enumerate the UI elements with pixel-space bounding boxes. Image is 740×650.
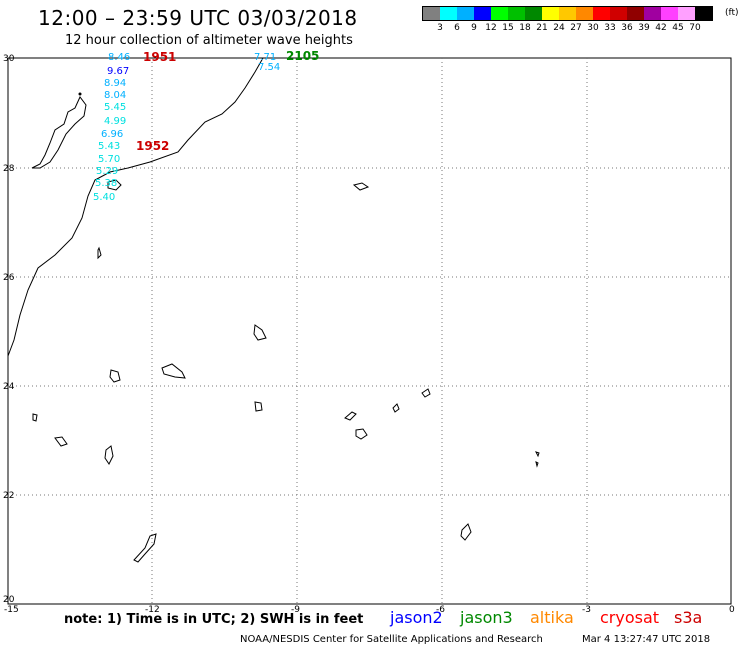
legend-color-scale — [422, 6, 713, 21]
lat-label: 22 — [3, 491, 14, 501]
wave-height-reading: 5.43 — [98, 141, 120, 152]
footer-generated: Mar 4 13:27:47 UTC 2018 — [582, 634, 711, 645]
chart-title: 12:00 – 23:59 UTC 03/03/2018 — [38, 6, 358, 30]
legend-swatch — [525, 7, 542, 20]
satellite-jason2: jason2 — [390, 608, 443, 627]
island-feature — [161, 363, 186, 379]
wave-height-reading: 8.94 — [104, 78, 126, 89]
legend-swatch — [457, 7, 474, 20]
legend-label: 18 — [519, 23, 531, 33]
legend-swatch — [440, 7, 457, 20]
legend-swatch — [491, 7, 508, 20]
wave-height-reading: 8.04 — [104, 90, 126, 101]
legend-label: 15 — [502, 23, 514, 33]
island-feature — [421, 388, 431, 398]
wave-height-reading: 4.99 — [104, 116, 126, 127]
wave-height-reading: 9.67 — [107, 66, 129, 77]
island-feature — [392, 403, 400, 413]
wave-height-reading: 7.54 — [258, 62, 280, 73]
wave-height-reading: 6.96 — [101, 129, 123, 140]
island-feature — [32, 413, 38, 422]
legend-label: 24 — [553, 23, 565, 33]
island-feature — [355, 428, 368, 440]
footer-note: note: 1) Time is in UTC; 2) SWH is in fe… — [64, 612, 364, 627]
satellite-altika: altika — [530, 608, 574, 627]
lon-label: 0 — [729, 605, 735, 615]
island-feature — [133, 533, 157, 563]
island-feature — [254, 401, 263, 412]
legend-swatch — [508, 7, 525, 20]
map-frame — [7, 57, 732, 605]
wave-height-reading: 5.40 — [93, 192, 115, 203]
island-feature — [344, 411, 357, 421]
lon-label: -15 — [4, 605, 19, 615]
legend-label: 9 — [471, 23, 477, 33]
island-gran-canaria — [107, 179, 122, 191]
legend-label: 42 — [655, 23, 667, 33]
wave-height-reading: 5.29 — [96, 166, 118, 177]
legend-label: 36 — [621, 23, 633, 33]
legend-unit: (ft) — [725, 8, 739, 18]
legend-label: 3 — [437, 23, 443, 33]
african-coastline — [7, 57, 264, 357]
island-feature — [535, 461, 539, 468]
lon-label: -6 — [436, 605, 445, 615]
island-feature — [460, 523, 472, 541]
lat-label: 30 — [3, 54, 15, 64]
wave-height-reading: 5.38 — [95, 178, 117, 189]
legend-swatch — [423, 7, 440, 20]
lon-label: -12 — [145, 605, 160, 615]
satellite-cryosat: cryosat — [600, 608, 660, 627]
legend-swatch — [695, 7, 712, 20]
lat-label: 24 — [3, 382, 15, 392]
legend-labels: 3 6 9 12 15 18 21 24 27 30 33 36 39 42 45 70 — [422, 21, 713, 33]
wave-height-reading: 8.46 — [108, 52, 130, 63]
legend-label: 70 — [689, 23, 701, 33]
island-lanzarote-fuerteventura — [31, 96, 87, 169]
island-feature — [54, 436, 68, 447]
island-feature — [109, 369, 121, 383]
legend-swatch — [542, 7, 559, 20]
legend-swatch — [678, 7, 695, 20]
island-feature — [535, 451, 540, 458]
island-feature — [104, 445, 114, 465]
legend-swatch — [627, 7, 644, 20]
legend-swatch — [559, 7, 576, 20]
chart-subtitle: 12 hour collection of altimeter wave hei… — [65, 33, 353, 48]
legend-label: 6 — [454, 23, 460, 33]
legend-label: 12 — [485, 23, 497, 33]
legend-swatch — [610, 7, 627, 20]
wave-height-reading: 7.71 — [254, 52, 276, 63]
legend-swatch — [576, 7, 593, 20]
legend-label: 39 — [638, 23, 650, 33]
island-feature — [352, 182, 370, 191]
wave-height-reading: 5.70 — [98, 154, 120, 165]
footer-credit: NOAA/NESDIS Center for Satellite Applica… — [240, 634, 543, 645]
wave-height-legend: 3 6 9 12 15 18 21 24 27 30 33 36 39 42 45 70 (ft) — [422, 6, 739, 33]
legend-swatch — [644, 7, 661, 20]
pass-time-label: 2105 — [286, 49, 319, 63]
pass-time-label: 1952 — [136, 139, 169, 153]
island-feature — [253, 324, 267, 341]
satellite-s3a: s3a — [674, 608, 703, 627]
lon-label: -3 — [582, 605, 591, 615]
legend-swatch — [661, 7, 678, 20]
legend-label: 45 — [672, 23, 684, 33]
lat-label: 26 — [3, 273, 15, 283]
pass-time-label: 1951 — [143, 50, 176, 64]
legend-label: 21 — [536, 23, 548, 33]
lat-label: 20 — [3, 595, 15, 605]
legend-label: 30 — [587, 23, 599, 33]
island-dot — [78, 92, 82, 96]
island-small — [97, 246, 102, 260]
satellite-jason3: jason3 — [460, 608, 513, 627]
legend-label: 33 — [604, 23, 616, 33]
wave-height-reading: 5.45 — [104, 102, 126, 113]
legend-swatch — [474, 7, 491, 20]
lat-label: 28 — [3, 164, 15, 174]
legend-swatch — [593, 7, 610, 20]
lon-label: -9 — [291, 605, 300, 615]
legend-label: 27 — [570, 23, 582, 33]
